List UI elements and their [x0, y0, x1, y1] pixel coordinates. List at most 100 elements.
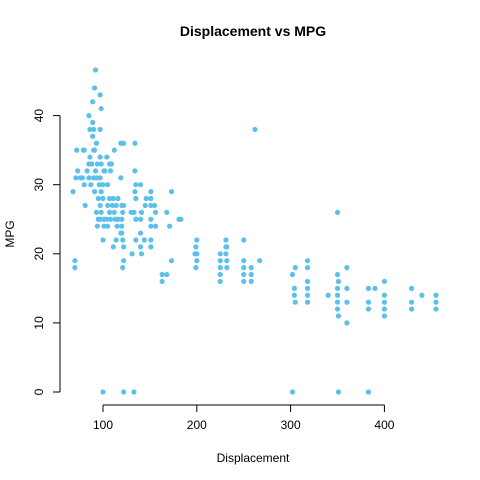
data-point [138, 209, 145, 215]
data-point [194, 251, 200, 257]
x-tick-label: 300 [281, 418, 301, 432]
data-point [81, 147, 87, 153]
data-point [372, 285, 378, 291]
data-point [148, 237, 154, 243]
y-axis: 0 10 20 30 40 [32, 109, 61, 395]
data-point [381, 313, 388, 319]
data-point [241, 278, 247, 285]
data-point [335, 389, 342, 395]
data-point [292, 265, 298, 271]
data-points [70, 67, 439, 395]
data-point [97, 175, 103, 181]
data-point [335, 313, 342, 319]
data-point [73, 175, 79, 181]
data-point [289, 389, 296, 395]
data-point [92, 67, 99, 73]
data-point [193, 265, 199, 271]
data-point [304, 299, 311, 305]
data-point [304, 258, 311, 264]
data-point [111, 209, 117, 215]
data-point [79, 175, 85, 181]
y-tick-label: 0 [32, 388, 46, 395]
data-point [292, 299, 298, 305]
data-point [94, 223, 100, 229]
data-point [95, 195, 101, 202]
data-point [115, 216, 121, 222]
y-axis-label: MPG [3, 220, 17, 247]
data-point [74, 147, 80, 153]
data-point [178, 216, 184, 222]
data-point [217, 271, 223, 278]
data-point [104, 154, 110, 160]
data-point [97, 126, 103, 133]
data-point [241, 258, 247, 264]
data-point [344, 285, 350, 291]
data-point [224, 258, 230, 264]
y-tick-label: 20 [32, 247, 46, 261]
data-point [409, 306, 415, 312]
data-point [241, 265, 247, 271]
data-point [167, 223, 173, 229]
data-point [132, 168, 138, 174]
data-point [121, 244, 127, 250]
data-point [304, 292, 311, 298]
data-point [241, 271, 247, 278]
data-point [100, 195, 106, 202]
data-point [142, 202, 148, 209]
data-point [113, 237, 119, 243]
data-point [419, 292, 425, 298]
data-point [325, 292, 331, 298]
data-point [252, 126, 258, 133]
data-point [433, 292, 439, 298]
data-point [92, 168, 99, 174]
data-point [137, 216, 144, 222]
data-point [114, 223, 120, 229]
data-point [98, 209, 104, 215]
data-point [334, 292, 341, 298]
data-point [97, 202, 103, 209]
data-point [105, 202, 111, 209]
data-point [100, 237, 106, 243]
data-point [365, 306, 372, 312]
y-tick-label: 40 [32, 109, 46, 123]
data-point [334, 306, 341, 312]
data-point [133, 237, 139, 243]
data-point [121, 389, 127, 395]
x-tick-label: 400 [374, 418, 394, 432]
data-point [141, 237, 147, 243]
data-point [137, 244, 144, 250]
data-point [344, 320, 350, 326]
data-point [224, 244, 230, 250]
x-axis-label: Displacement [217, 451, 290, 465]
data-point [93, 209, 100, 215]
data-point [110, 244, 116, 250]
data-point [381, 278, 388, 285]
data-point [137, 182, 144, 188]
data-point [111, 147, 117, 153]
data-point [72, 258, 78, 264]
data-point [433, 306, 439, 312]
data-point [120, 209, 126, 215]
data-point [334, 299, 341, 305]
data-point [223, 237, 229, 243]
data-point [143, 195, 149, 202]
data-point [105, 182, 111, 188]
data-point [381, 306, 388, 312]
data-point [115, 195, 121, 202]
data-point [120, 237, 126, 243]
x-tick-label: 100 [93, 418, 113, 432]
data-point [91, 126, 97, 133]
data-point [133, 216, 139, 222]
data-point [148, 189, 154, 195]
data-point [82, 202, 88, 209]
chart-title: Displacement vs MPG [180, 23, 326, 39]
data-point [164, 271, 170, 278]
data-point [87, 154, 93, 160]
data-point [138, 251, 145, 257]
data-point [72, 265, 78, 271]
data-point [94, 161, 100, 167]
data-point [90, 133, 96, 139]
data-point [86, 175, 92, 181]
data-point [223, 251, 229, 257]
data-point [109, 202, 115, 209]
